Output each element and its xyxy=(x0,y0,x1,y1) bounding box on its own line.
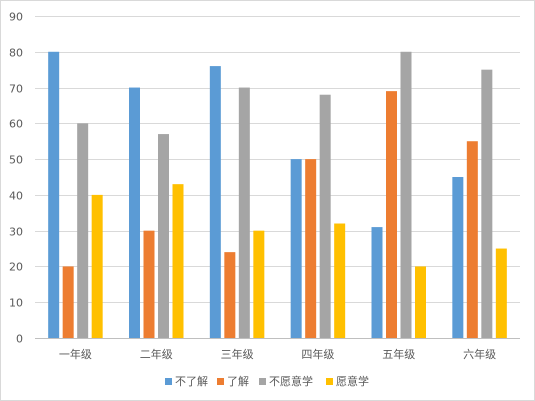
bar-4-6 xyxy=(495,248,507,338)
legend-item-4: 愿意学 xyxy=(326,374,369,388)
y-tick-label: 0 xyxy=(16,333,23,346)
bar-2-1 xyxy=(62,266,74,338)
legend-swatch xyxy=(259,378,266,385)
y-tick-label: 80 xyxy=(9,47,23,60)
bar-1-4 xyxy=(290,159,302,338)
bar-1-2 xyxy=(129,87,140,338)
legend-item-3: 不愿意学 xyxy=(259,374,313,388)
bar-1-5 xyxy=(371,227,383,338)
bar-3-2 xyxy=(158,134,169,338)
y-tick-label: 60 xyxy=(9,118,23,131)
bars xyxy=(48,51,507,339)
bar-4-1 xyxy=(91,194,103,338)
legend-item-2: 了解 xyxy=(217,374,249,388)
bar-3-4 xyxy=(319,94,331,339)
x-tick-label: 四年级 xyxy=(301,347,334,361)
x-tick-label: 二年级 xyxy=(140,347,173,361)
bar-3-3 xyxy=(238,87,250,338)
gridlines xyxy=(35,16,520,339)
y-tick-label: 20 xyxy=(9,261,23,274)
bar-2-3 xyxy=(224,252,236,338)
y-tick-label: 70 xyxy=(9,83,23,96)
x-tick-label: 六年级 xyxy=(463,347,496,361)
bar-4-5 xyxy=(415,266,426,338)
x-axis-labels: 一年级 二年级 三年级 四年级 五年级 六年级 xyxy=(59,347,496,361)
legend-swatch xyxy=(326,378,333,385)
bar-4-4 xyxy=(334,223,346,338)
bar-4-2 xyxy=(172,184,184,338)
y-axis-labels: 0 10 20 30 40 50 60 70 80 90 xyxy=(9,11,23,346)
legend-swatch xyxy=(165,378,172,385)
bar-3-5 xyxy=(400,51,412,338)
legend-label: 愿意学 xyxy=(336,374,369,388)
y-tick-label: 90 xyxy=(9,11,23,24)
bar-2-6 xyxy=(466,141,478,338)
bar-2-5 xyxy=(386,91,397,338)
y-tick-label: 50 xyxy=(9,154,23,167)
bar-1-1 xyxy=(48,51,60,338)
y-tick-label: 30 xyxy=(9,226,23,239)
x-tick-label: 三年级 xyxy=(221,347,254,361)
bar-1-3 xyxy=(209,66,221,338)
bar-3-1 xyxy=(77,123,89,338)
legend-label: 不了解 xyxy=(175,374,208,388)
y-tick-label: 10 xyxy=(9,297,23,310)
legend-swatch xyxy=(217,378,224,385)
legend-item-1: 不了解 xyxy=(165,374,208,388)
x-tick-label: 一年级 xyxy=(59,347,92,361)
bar-2-4 xyxy=(305,159,317,338)
bar-3-6 xyxy=(481,69,493,339)
bar-1-6 xyxy=(452,177,464,338)
legend-label: 了解 xyxy=(227,374,249,388)
legend-label: 不愿意学 xyxy=(269,374,313,388)
x-tick-label: 五年级 xyxy=(382,347,415,361)
bar-2-2 xyxy=(143,230,155,338)
bar-4-3 xyxy=(253,230,265,338)
legend: 不了解 了解 不愿意学 愿意学 xyxy=(165,374,369,388)
y-tick-label: 40 xyxy=(9,190,23,203)
